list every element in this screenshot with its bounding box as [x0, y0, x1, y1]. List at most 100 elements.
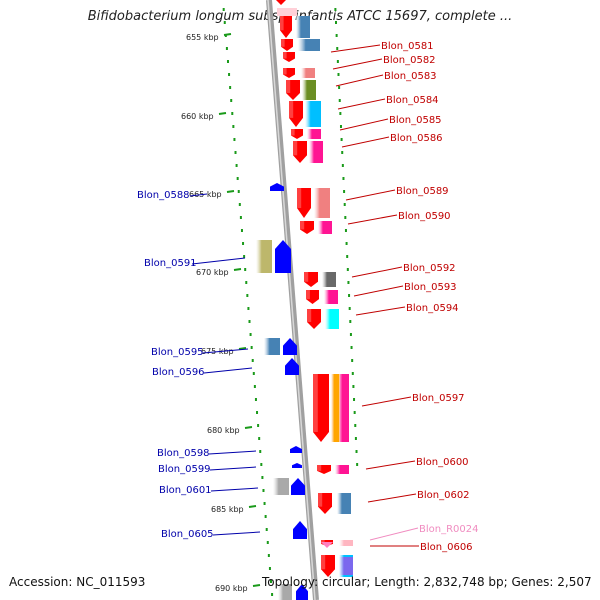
- rna-gene-arrow: [321, 542, 333, 548]
- cog-block: [339, 557, 353, 575]
- scale-label: 670 kbp: [196, 268, 229, 277]
- scale-dot: [250, 346, 253, 349]
- scale-dot-right: [355, 450, 358, 453]
- scale-dot-right: [346, 268, 349, 271]
- scale-label: 655 kbp: [186, 33, 219, 42]
- cog-block: [302, 80, 316, 100]
- cog-block: [322, 272, 336, 287]
- scale-dot: [265, 528, 268, 531]
- gene-label-blon_0591: Blon_0591: [144, 258, 197, 269]
- gene-leader-line: [335, 74, 384, 87]
- gene-label-blon_0606: Blon_0606: [420, 542, 473, 553]
- gene-label-blon_0584: Blon_0584: [386, 95, 439, 106]
- gene-label-blon_0593: Blon_0593: [404, 282, 457, 293]
- genome-summary-text: Topology: circular; Length: 2,832,748 bp…: [262, 575, 592, 589]
- scale-tick: [226, 190, 235, 193]
- forward-gene-arrow-shade: [307, 309, 312, 322]
- gene-label-blon_0600: Blon_0600: [416, 457, 469, 468]
- gene-leader-line: [209, 466, 257, 471]
- gene-label-blon_0598: Blon_0598: [157, 448, 210, 459]
- scale-dot: [222, 8, 225, 11]
- forward-gene-arrow-shade: [281, 39, 285, 47]
- scale-dot: [260, 463, 263, 466]
- cog-block: [318, 221, 332, 234]
- scale-dot: [251, 359, 254, 362]
- scale-dot: [271, 593, 274, 596]
- forward-gene-arrow-shade: [283, 68, 287, 75]
- scale-dot-right: [346, 255, 349, 258]
- cog-block: [324, 290, 338, 304]
- scale-dot: [263, 502, 266, 505]
- scale-dot: [270, 580, 273, 583]
- forward-gene-arrow-shade: [304, 272, 309, 282]
- scale-dot: [258, 437, 261, 440]
- scale-dot: [246, 294, 249, 297]
- gene-leader-line: [203, 367, 253, 374]
- reverse-gene-arrow: [296, 584, 308, 600]
- scale-dot-right: [348, 307, 351, 310]
- scale-dot-right: [351, 372, 354, 375]
- scale-dot-right: [338, 99, 341, 102]
- scale-label: 680 kbp: [207, 426, 240, 435]
- scale-dot-right: [352, 385, 355, 388]
- scale-dot-right: [336, 47, 339, 50]
- cog-block: [256, 240, 272, 273]
- gene-leader-line: [361, 396, 412, 407]
- cog-block: [339, 374, 348, 442]
- genome-backbone-highlight: [267, 0, 316, 600]
- scale-dot-right: [340, 138, 343, 141]
- gene-label-blon_0583: Blon_0583: [384, 71, 437, 82]
- cog-block: [264, 338, 280, 355]
- scale-dot: [259, 450, 262, 453]
- scale-dot: [248, 320, 251, 323]
- forward-gene-arrow-shade: [317, 465, 322, 471]
- scale-dot-right: [349, 333, 352, 336]
- scale-dot: [232, 125, 235, 128]
- gene-leader-line: [332, 58, 383, 70]
- scale-dot: [223, 21, 226, 24]
- partial-block-top: [277, 8, 297, 16]
- reverse-gene-arrow: [270, 183, 284, 191]
- gene-leader-line: [189, 193, 208, 197]
- gene-leader-line: [367, 493, 417, 503]
- cog-block: [307, 129, 321, 139]
- scale-dot-right: [334, 8, 337, 11]
- partial-forward-arrow: [276, 0, 286, 5]
- forward-gene-arrow-shade: [321, 555, 326, 570]
- forward-gene-arrow-shade: [306, 290, 310, 300]
- gene-label-blon_0585: Blon_0585: [389, 115, 442, 126]
- scale-dot-right: [351, 359, 354, 362]
- gene-leader-line: [212, 531, 261, 536]
- gene-leader-line: [347, 214, 398, 225]
- gene-leader-line: [345, 189, 396, 201]
- scale-dot-right: [335, 21, 338, 24]
- forward-gene-arrow-shade: [313, 374, 318, 432]
- scale-dot: [238, 203, 241, 206]
- scale-dot: [236, 177, 239, 180]
- scale-dot: [253, 385, 256, 388]
- scale-tick: [252, 584, 261, 587]
- gene-label-blon_0597: Blon_0597: [412, 393, 465, 404]
- cog-block: [309, 141, 323, 163]
- scale-dot: [243, 255, 246, 258]
- scale-dot: [262, 489, 265, 492]
- gene-leader-line: [353, 285, 404, 297]
- scale-tick: [244, 426, 253, 429]
- gene-label-blon_0602: Blon_0602: [417, 490, 470, 501]
- scale-dot: [254, 398, 257, 401]
- gene-leader-line: [337, 98, 386, 110]
- forward-gene-arrow-shade: [300, 221, 305, 230]
- gene-label-blon_0588: Blon_0588: [137, 190, 190, 201]
- cog-block: [305, 101, 321, 127]
- gene-leader-line: [369, 527, 419, 541]
- scale-dot: [229, 86, 232, 89]
- scale-dot: [249, 333, 252, 336]
- gene-label-blon_0589: Blon_0589: [396, 186, 449, 197]
- reverse-gene-arrow: [292, 463, 302, 468]
- gene-label-blon_0590: Blon_0590: [398, 211, 451, 222]
- scale-dot-right: [347, 281, 350, 284]
- scale-dot-right: [338, 86, 341, 89]
- cog-block: [325, 309, 339, 329]
- gene-label-blon_0586: Blon_0586: [390, 133, 443, 144]
